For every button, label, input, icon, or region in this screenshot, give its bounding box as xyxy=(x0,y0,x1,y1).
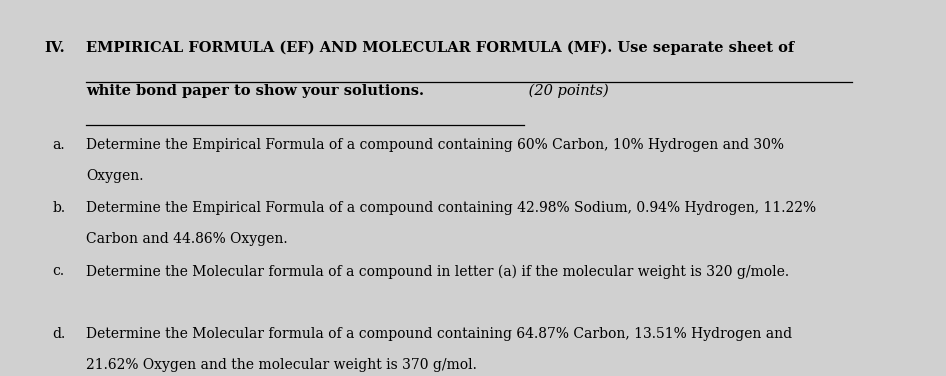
Text: (20 points): (20 points) xyxy=(524,84,609,99)
Text: 21.62% Oxygen and the molecular weight is 370 g/mol.: 21.62% Oxygen and the molecular weight i… xyxy=(86,358,477,372)
Text: Determine the Empirical Formula of a compound containing 42.98% Sodium, 0.94% Hy: Determine the Empirical Formula of a com… xyxy=(86,201,815,215)
Text: EMPIRICAL FORMULA (EF) AND MOLECULAR FORMULA (MF). Use separate sheet of: EMPIRICAL FORMULA (EF) AND MOLECULAR FOR… xyxy=(86,41,794,55)
Text: Determine the Molecular formula of a compound containing 64.87% Carbon, 13.51% H: Determine the Molecular formula of a com… xyxy=(86,327,792,341)
Text: d.: d. xyxy=(53,327,66,341)
Text: white bond paper to show your solutions.: white bond paper to show your solutions. xyxy=(86,84,424,98)
Text: Determine the Molecular formula of a compound in letter (a) if the molecular wei: Determine the Molecular formula of a com… xyxy=(86,264,789,279)
Text: Oxygen.: Oxygen. xyxy=(86,169,143,183)
Text: c.: c. xyxy=(53,264,64,278)
Text: Determine the Empirical Formula of a compound containing 60% Carbon, 10% Hydroge: Determine the Empirical Formula of a com… xyxy=(86,138,784,152)
Text: a.: a. xyxy=(53,138,65,152)
Text: IV.: IV. xyxy=(44,41,65,55)
Text: Carbon and 44.86% Oxygen.: Carbon and 44.86% Oxygen. xyxy=(86,232,288,246)
Text: b.: b. xyxy=(53,201,65,215)
